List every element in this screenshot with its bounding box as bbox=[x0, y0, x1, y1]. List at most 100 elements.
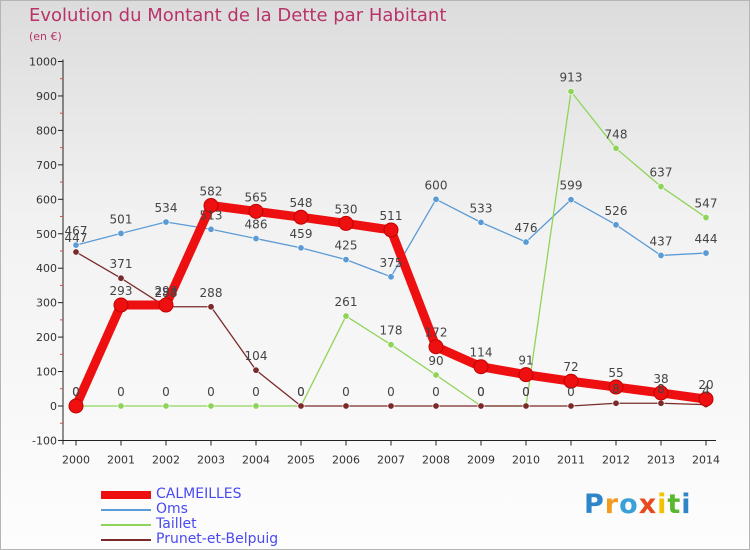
data-label: 0 bbox=[117, 385, 125, 399]
data-label: 0 bbox=[252, 385, 260, 399]
data-label: 104 bbox=[245, 349, 268, 363]
data-point bbox=[567, 196, 575, 204]
data-label: 0 bbox=[477, 385, 485, 399]
data-point bbox=[387, 341, 395, 349]
x-tick-label: 2011 bbox=[557, 453, 585, 466]
data-point bbox=[207, 303, 215, 311]
x-tick-label: 2004 bbox=[242, 453, 270, 466]
data-label: 467 bbox=[65, 224, 88, 238]
y-tick-label: 400 bbox=[36, 262, 57, 275]
data-label: 437 bbox=[650, 234, 673, 248]
data-point bbox=[477, 402, 485, 410]
data-point bbox=[432, 402, 440, 410]
data-point bbox=[72, 241, 80, 249]
data-point bbox=[72, 248, 80, 256]
data-label: 0 bbox=[297, 385, 305, 399]
data-label: 293 bbox=[110, 284, 133, 298]
data-label: 8 bbox=[612, 382, 620, 396]
data-label: 114 bbox=[470, 346, 493, 360]
data-label: 599 bbox=[560, 179, 583, 193]
x-tick-label: 2005 bbox=[287, 453, 315, 466]
data-label: 288 bbox=[200, 286, 223, 300]
data-label: 0 bbox=[522, 385, 530, 399]
data-label: 447 bbox=[65, 231, 88, 245]
data-point bbox=[293, 209, 309, 225]
data-label: 530 bbox=[335, 202, 358, 216]
data-point bbox=[338, 215, 354, 231]
data-label: 55 bbox=[608, 366, 623, 380]
data-label: 0 bbox=[162, 385, 170, 399]
y-tick-label: 100 bbox=[36, 366, 57, 379]
data-label: 72 bbox=[563, 360, 578, 374]
logo-letter: t bbox=[667, 489, 682, 520]
chart-subtitle: (en €) bbox=[29, 30, 62, 43]
data-point bbox=[207, 225, 215, 233]
data-point bbox=[608, 379, 624, 395]
x-tick-label: 2013 bbox=[647, 453, 675, 466]
data-label: 476 bbox=[515, 221, 538, 235]
data-label: 288 bbox=[155, 286, 178, 300]
data-point bbox=[252, 402, 260, 410]
data-label: 547 bbox=[695, 197, 718, 211]
x-tick-label: 2010 bbox=[512, 453, 540, 466]
data-label: 4 bbox=[702, 384, 710, 398]
data-label: 459 bbox=[290, 227, 313, 241]
data-label: 748 bbox=[605, 127, 628, 141]
data-label: 511 bbox=[380, 209, 403, 223]
legend-swatch bbox=[101, 509, 151, 511]
y-tick-label: 0 bbox=[50, 400, 57, 413]
x-tick-label: 2003 bbox=[197, 453, 225, 466]
data-label: 533 bbox=[470, 201, 493, 215]
data-point bbox=[68, 398, 84, 414]
data-point bbox=[207, 402, 215, 410]
y-tick-label: 200 bbox=[36, 331, 57, 344]
data-label: 444 bbox=[695, 232, 718, 246]
y-tick-label: 700 bbox=[36, 159, 57, 172]
data-point bbox=[383, 222, 399, 238]
data-label: 20 bbox=[698, 378, 713, 392]
data-point bbox=[473, 359, 489, 375]
legend-swatch bbox=[101, 524, 151, 526]
data-label: 0 bbox=[567, 385, 575, 399]
data-label: 375 bbox=[380, 256, 403, 270]
legend-swatch bbox=[101, 491, 151, 499]
data-label: 0 bbox=[297, 385, 305, 399]
legend-label: Taillet bbox=[156, 516, 197, 532]
legend-item: Prunet-et-Belpuig bbox=[101, 531, 321, 547]
data-point bbox=[342, 256, 350, 264]
data-point bbox=[117, 274, 125, 282]
x-tick-label: 2014 bbox=[692, 453, 720, 466]
data-point bbox=[387, 402, 395, 410]
data-point bbox=[158, 297, 174, 313]
data-label: 8 bbox=[657, 382, 665, 396]
data-point bbox=[612, 399, 620, 407]
legend-label: CALMEILLES bbox=[156, 486, 242, 502]
logo-letter: i bbox=[681, 489, 692, 520]
data-point bbox=[518, 367, 534, 383]
data-point bbox=[522, 402, 530, 410]
y-tick-label: -100 bbox=[32, 434, 57, 447]
data-point bbox=[477, 218, 485, 226]
data-label: 0 bbox=[432, 385, 440, 399]
data-point bbox=[162, 402, 170, 410]
data-label: 513 bbox=[200, 208, 223, 222]
x-tick-label: 2012 bbox=[602, 453, 630, 466]
data-point bbox=[113, 297, 129, 313]
data-point bbox=[702, 214, 710, 222]
data-point bbox=[387, 273, 395, 281]
data-label: 637 bbox=[650, 166, 673, 180]
x-tick-label: 2007 bbox=[377, 453, 405, 466]
data-label: 582 bbox=[200, 185, 223, 199]
legend-label: Prunet-et-Belpuig bbox=[156, 531, 279, 547]
data-point bbox=[522, 238, 530, 246]
y-tick-label: 1000 bbox=[29, 56, 57, 69]
data-label: 91 bbox=[518, 354, 533, 368]
x-tick-label: 2006 bbox=[332, 453, 360, 466]
data-point bbox=[567, 87, 575, 95]
data-label: 425 bbox=[335, 239, 358, 253]
y-tick-label: 900 bbox=[36, 90, 57, 103]
legend-item: Oms bbox=[101, 501, 321, 517]
data-point bbox=[203, 198, 219, 214]
